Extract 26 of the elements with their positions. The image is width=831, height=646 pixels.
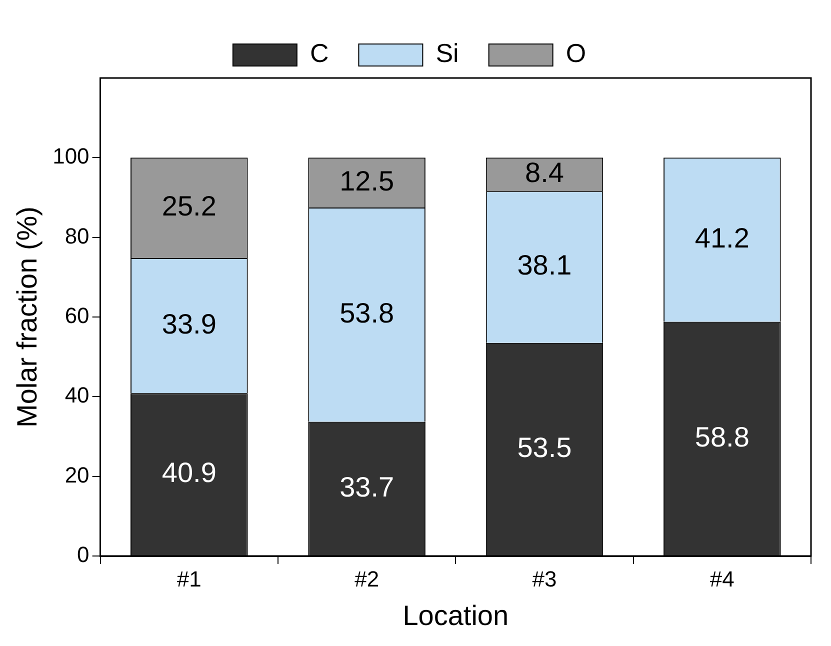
- x-axis-title: Location: [402, 600, 509, 631]
- legend-label: C: [310, 38, 329, 68]
- legend-label: Si: [436, 38, 459, 68]
- data-label: 33.7: [340, 471, 394, 502]
- y-axis-title: Molar fraction (%): [12, 206, 43, 428]
- y-tick-label: 80: [64, 223, 90, 248]
- data-label: 58.8: [694, 421, 750, 452]
- x-tick-label: #3: [532, 566, 557, 592]
- data-label: 38.1: [517, 250, 572, 281]
- data-label: 53.8: [340, 297, 394, 328]
- y-tick-label: 0: [77, 542, 90, 568]
- data-label: 40.9: [162, 457, 216, 488]
- y-tick-label: 40: [64, 382, 90, 408]
- y-tick-label: 100: [52, 144, 90, 169]
- y-tick-label: 20: [64, 462, 90, 488]
- data-label: 41.2: [694, 222, 750, 254]
- x-tick-label: #1: [176, 566, 202, 592]
- data-label: 33.9: [162, 308, 216, 340]
- data-label: 8.4: [525, 157, 564, 188]
- x-tick-label: #4: [710, 566, 734, 592]
- data-label: 12.5: [340, 165, 394, 196]
- data-label: 53.5: [517, 432, 572, 463]
- data-label: 25.2: [162, 190, 216, 222]
- legend-label: O: [566, 38, 586, 68]
- x-tick-label: #2: [354, 566, 380, 592]
- y-tick-label: 60: [64, 303, 90, 328]
